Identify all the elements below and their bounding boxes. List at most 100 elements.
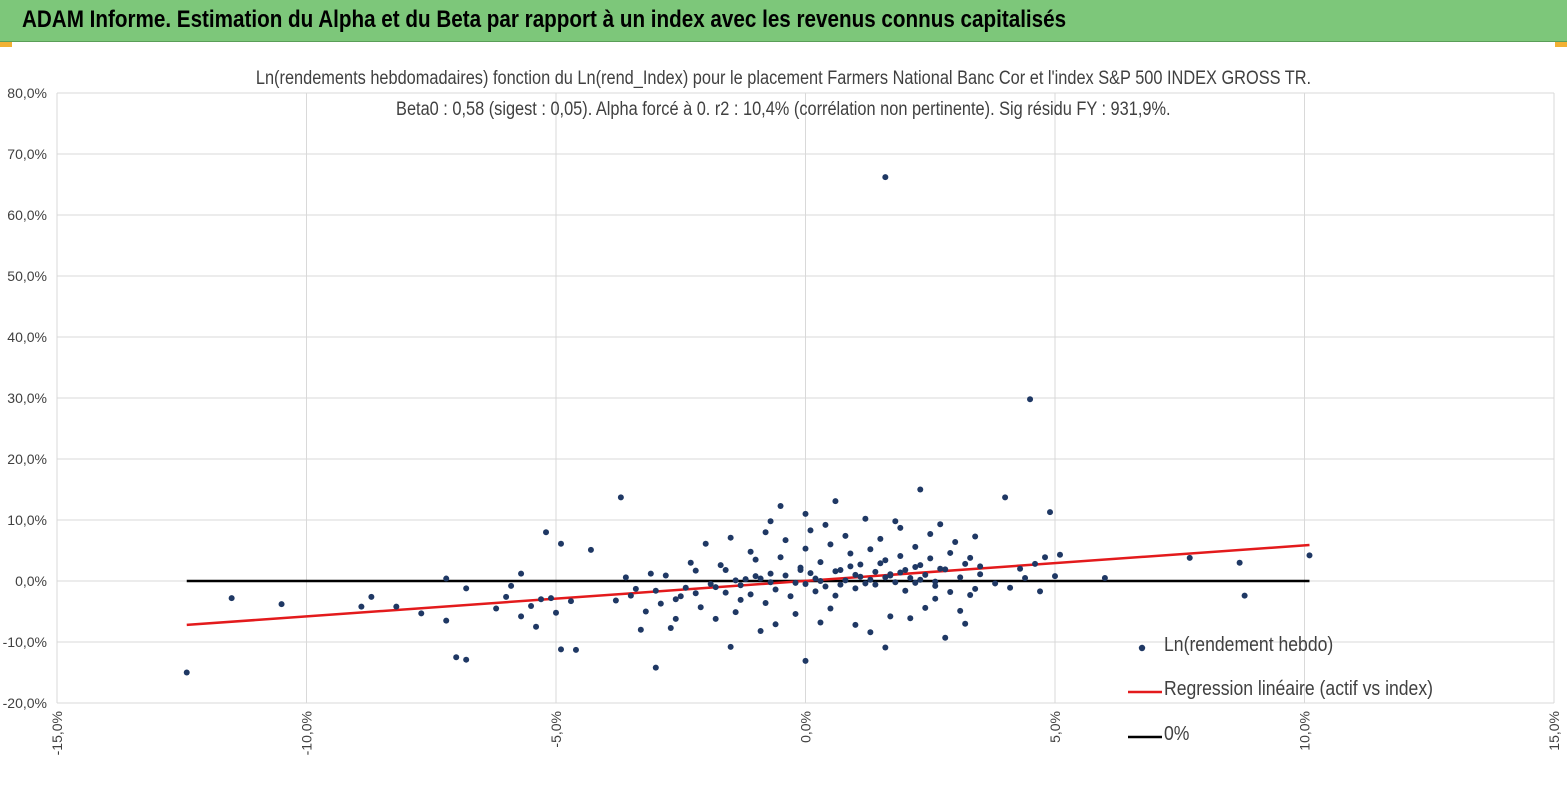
- data-point: [393, 603, 400, 610]
- data-point: [802, 510, 809, 517]
- y-tick-label: 50,0%: [7, 268, 47, 284]
- data-point: [922, 571, 929, 578]
- data-point: [1032, 560, 1039, 567]
- data-point: [927, 555, 934, 562]
- data-point: [977, 571, 984, 578]
- report-banner: ADAM Informe. Estimation du Alpha et du …: [0, 0, 1567, 42]
- data-point: [862, 515, 869, 522]
- data-point: [882, 574, 889, 581]
- data-point: [1007, 584, 1014, 591]
- data-point: [1241, 592, 1248, 599]
- data-point: [662, 572, 669, 579]
- y-tick-label: -20,0%: [3, 695, 47, 711]
- data-point: [732, 609, 739, 616]
- data-point: [418, 610, 425, 617]
- data-point: [672, 596, 679, 603]
- data-point: [1002, 494, 1009, 501]
- data-point: [1017, 565, 1024, 572]
- data-point: [822, 583, 829, 590]
- data-point: [572, 646, 579, 653]
- data-point: [962, 560, 969, 567]
- data-point: [847, 550, 854, 557]
- corner-marker-right: [1555, 42, 1567, 47]
- data-point: [622, 574, 629, 581]
- data-point: [802, 545, 809, 552]
- data-point: [962, 620, 969, 627]
- data-point: [617, 494, 624, 501]
- chart-subtitle-text: Beta0 : 0,58 (sigest : 0,05). Alpha forc…: [396, 99, 1171, 120]
- data-point: [183, 669, 190, 676]
- data-point: [553, 609, 559, 616]
- data-point: [587, 546, 594, 553]
- data-point: [932, 582, 939, 589]
- data-point: [857, 573, 864, 580]
- data-point: [737, 596, 744, 603]
- data-point: [632, 585, 639, 592]
- chart-subtitle: Beta0 : 0,58 (sigest : 0,05). Alpha forc…: [0, 99, 1567, 121]
- data-point: [867, 546, 874, 553]
- data-point: [842, 577, 849, 584]
- data-point: [867, 576, 874, 583]
- x-tick-label: 10,0%: [1297, 711, 1313, 751]
- data-point: [892, 579, 899, 586]
- data-point: [867, 629, 874, 636]
- data-point: [757, 628, 764, 635]
- data-point: [722, 567, 729, 574]
- report-title: ADAM Informe. Estimation du Alpha et du …: [22, 6, 1067, 33]
- y-tick-label: 70,0%: [7, 146, 47, 162]
- data-point: [887, 571, 894, 578]
- data-point: [228, 595, 235, 602]
- data-point: [692, 590, 699, 597]
- data-point: [652, 587, 659, 594]
- data-point: [862, 580, 869, 587]
- data-point: [358, 603, 365, 610]
- grid: [56, 92, 1555, 704]
- data-point: [792, 579, 799, 586]
- data-point: [897, 569, 904, 576]
- data-point: [642, 608, 649, 615]
- data-point: [762, 599, 769, 606]
- data-point: [682, 584, 689, 591]
- data-point: [917, 486, 924, 493]
- data-point: [767, 579, 774, 586]
- regression-line: [186, 543, 1310, 627]
- data-point: [463, 656, 470, 663]
- data-point: [822, 521, 829, 528]
- legend-marker-points: [1138, 644, 1146, 652]
- data-point: [1306, 552, 1313, 559]
- data-point: [1186, 554, 1193, 561]
- legend-marker-regression: [1128, 690, 1162, 694]
- data-point: [752, 556, 759, 563]
- data-point: [797, 567, 804, 574]
- scatter-chart: -20,0% -10,0% 0,0% 10,0% 20,0% 30,0% 40,0% 50,0…: [3, 85, 1562, 755]
- y-tick-label: 40,0%: [7, 329, 47, 345]
- data-point: [717, 562, 724, 569]
- data-point: [767, 518, 774, 525]
- data-point: [832, 592, 839, 599]
- data-point: [747, 548, 754, 555]
- chart-area: -20,0% -10,0% 0,0% 10,0% 20,0% 30,0% 40,0% 50,0…: [0, 44, 1567, 787]
- x-tick-label: -10,0%: [299, 711, 315, 755]
- data-point: [872, 581, 879, 588]
- data-point: [443, 575, 450, 582]
- data-point: [677, 593, 684, 600]
- data-point: [912, 543, 919, 550]
- data-point: [902, 587, 909, 594]
- data-point: [503, 593, 510, 600]
- data-point: [278, 601, 285, 608]
- data-point: [967, 554, 974, 561]
- data-point: [917, 576, 924, 583]
- data-point: [947, 549, 954, 556]
- data-point: [518, 613, 525, 620]
- data-point: [852, 571, 859, 578]
- data-point: [1056, 551, 1063, 558]
- corner-marker-left: [0, 42, 12, 47]
- data-point: [972, 585, 979, 592]
- legend-label-regression: Regression linéaire (actif vs index): [1164, 678, 1434, 700]
- data-point: [737, 582, 744, 589]
- data-point: [807, 570, 814, 577]
- data-point: [518, 570, 525, 577]
- data-point: [897, 552, 904, 559]
- data-point: [637, 626, 644, 633]
- data-point: [852, 585, 859, 592]
